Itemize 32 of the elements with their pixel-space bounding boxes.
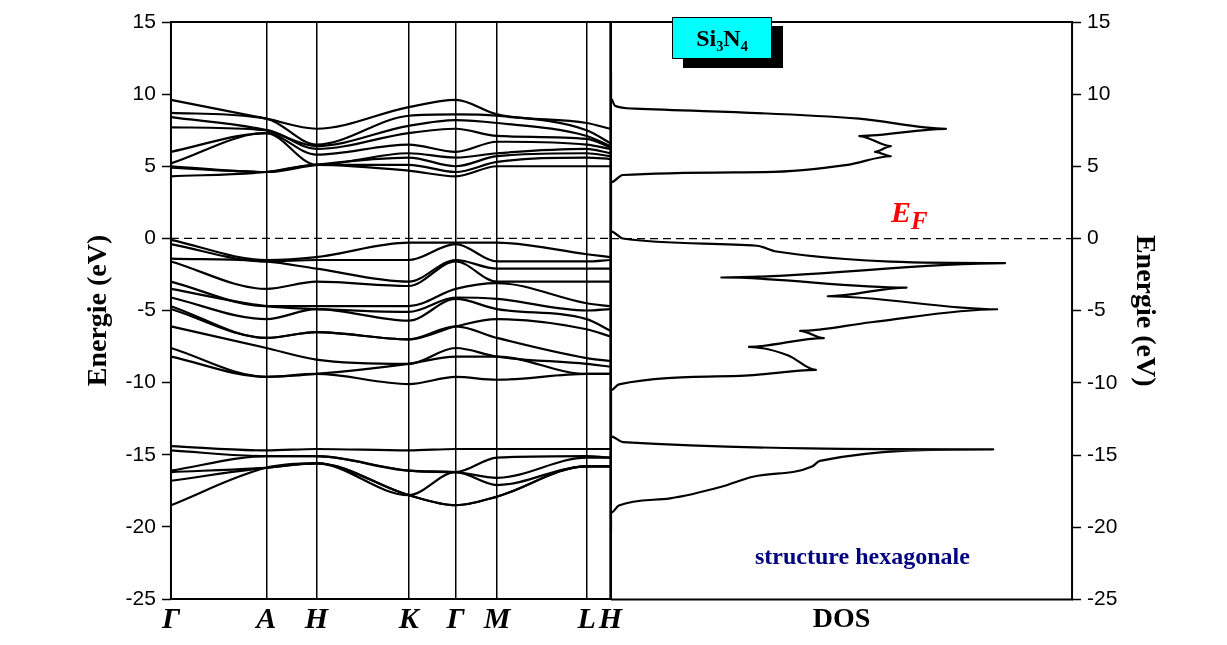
x-tick-label: K	[397, 600, 421, 634]
y-tick-label: -10	[1087, 369, 1118, 393]
y-tick-label: 10	[132, 80, 156, 104]
y-tick-label: 15	[1087, 8, 1111, 32]
x-tick-label: Γ	[445, 600, 466, 634]
y-tick-label: -15	[1087, 441, 1118, 465]
y-tick-label: 5	[144, 153, 156, 177]
y-axis-title: Energie (eV)	[1130, 234, 1162, 387]
y-tick-label: 0	[144, 225, 156, 249]
y-tick-label: -25	[125, 585, 156, 609]
y-tick-label: -15	[125, 441, 156, 465]
x-tick-label: L	[576, 600, 596, 634]
x-tick-label: Γ	[160, 600, 181, 634]
y-tick-label: -10	[125, 369, 156, 393]
x-tick-label: A	[254, 600, 277, 634]
x-axis-title: DOS	[812, 602, 871, 634]
y-tick-label: 0	[1087, 225, 1099, 249]
y-axis-title: Energie (eV)	[81, 234, 113, 387]
x-tick-label: H	[303, 600, 330, 634]
y-tick-label: -5	[137, 297, 156, 321]
y-tick-label: 5	[1087, 153, 1099, 177]
y-tick-label: -20	[125, 513, 156, 537]
y-tick-label: 15	[132, 8, 156, 32]
y-tick-label: 10	[1087, 80, 1111, 104]
x-tick-label: M	[482, 600, 512, 634]
y-tick-label: -5	[1087, 297, 1106, 321]
annotation: structure hexagonale	[755, 543, 970, 570]
chart-title: Si₃N₄	[672, 17, 772, 59]
x-tick-label: H	[597, 600, 624, 634]
y-tick-label: -25	[1087, 586, 1118, 610]
y-tick-label: -20	[1087, 514, 1118, 538]
annotation: E$_{F}$	[891, 195, 928, 235]
